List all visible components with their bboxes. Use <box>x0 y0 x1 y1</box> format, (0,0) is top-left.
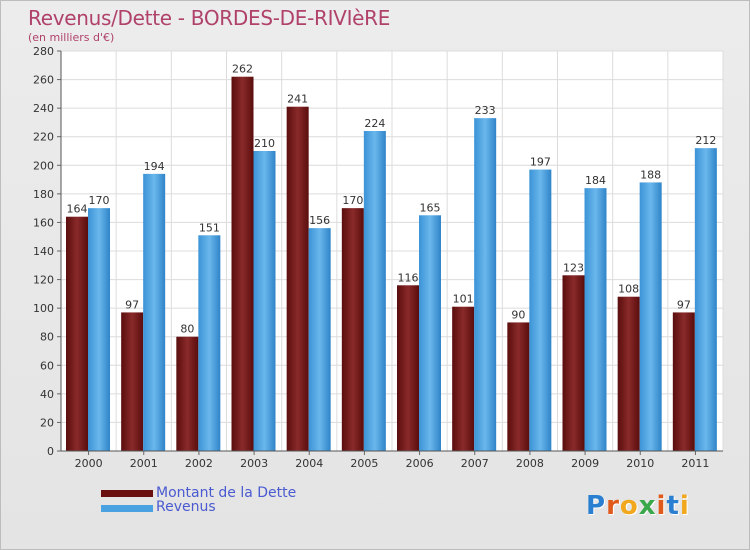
bar-dette <box>231 76 254 451</box>
bars-layer <box>66 76 717 452</box>
y-tick-label: 200 <box>33 159 54 172</box>
bar-dette <box>286 106 309 451</box>
x-tick-label: 2009 <box>571 457 599 470</box>
bar-revenus <box>474 118 497 452</box>
value-label-dette: 97 <box>125 298 139 311</box>
bar-dette <box>507 322 530 451</box>
bar-revenus <box>584 188 607 451</box>
chart-subtitle: (en milliers d'€) <box>28 31 115 44</box>
bar-revenus <box>143 173 166 451</box>
value-label-revenus: 184 <box>585 174 606 187</box>
value-label-dette: 80 <box>180 323 194 336</box>
axes-layer: 0 20 40 60 80 100 120 140 160 180 200 220 240 260 280 2… <box>33 45 723 470</box>
bar-revenus <box>694 148 717 451</box>
value-label-revenus: 197 <box>530 156 551 169</box>
bar-revenus <box>419 215 441 451</box>
y-tick-label: 240 <box>33 102 54 115</box>
legend-swatch-revenus <box>101 505 153 512</box>
value-label-dette: 170 <box>342 194 363 207</box>
y-tick-label: 40 <box>40 388 54 401</box>
value-label-revenus: 224 <box>364 117 385 130</box>
x-tick-label: 2010 <box>626 457 654 470</box>
value-label-dette: 262 <box>232 63 253 76</box>
x-tick-label: 2005 <box>350 457 378 470</box>
bar-dette <box>452 306 475 451</box>
value-label-dette: 97 <box>677 298 691 311</box>
chart-title: Revenus/Dette - BORDES-DE-RIVIèRE <box>28 6 391 30</box>
x-tick-label: 2008 <box>516 457 544 470</box>
value-label-revenus: 212 <box>695 134 716 147</box>
bar-dette <box>672 312 695 451</box>
x-tick-label: 2003 <box>240 457 268 470</box>
value-label-revenus: 165 <box>420 201 441 214</box>
y-tick-label: 20 <box>40 416 54 429</box>
value-label-dette: 108 <box>618 283 639 296</box>
y-tick-label: 160 <box>33 216 54 229</box>
value-label-revenus: 151 <box>199 221 220 234</box>
bar-revenus <box>253 151 276 451</box>
bar-dette <box>176 336 199 451</box>
value-label-revenus: 188 <box>640 168 661 181</box>
x-tick-label: 2001 <box>130 457 158 470</box>
y-tick-label: 80 <box>40 331 54 344</box>
proxiti-logo: Proxiti <box>586 491 690 521</box>
value-label-revenus: 210 <box>254 137 275 150</box>
y-tick-label: 140 <box>33 245 54 258</box>
y-tick-label: 260 <box>33 74 54 87</box>
legend-label-revenus: Revenus <box>156 499 216 515</box>
bar-dette <box>397 285 419 451</box>
bar-dette <box>617 296 640 451</box>
bar-dette <box>341 208 364 451</box>
x-tick-label: 2002 <box>185 457 213 470</box>
bar-revenus <box>308 228 331 451</box>
bar-revenus <box>529 169 552 452</box>
x-tick-label: 2000 <box>75 457 103 470</box>
legend-label-dette: Montant de la Dette <box>156 485 297 501</box>
bar-revenus <box>363 131 386 451</box>
value-label-dette: 116 <box>398 271 419 284</box>
y-tick-label: 100 <box>33 302 54 315</box>
bar-dette <box>66 216 88 451</box>
value-label-dette: 101 <box>453 293 474 306</box>
x-tick-label: 2004 <box>295 457 323 470</box>
legend-swatch-dette <box>101 490 153 497</box>
bar-dette <box>562 275 585 451</box>
value-label-dette: 123 <box>563 261 584 274</box>
value-label-revenus: 170 <box>89 194 110 207</box>
value-label-dette: 164 <box>67 203 88 216</box>
bar-dette <box>121 312 144 451</box>
x-tick-label: 2011 <box>681 457 709 470</box>
y-tick-label: 180 <box>33 188 54 201</box>
value-label-dette: 90 <box>511 308 525 321</box>
labels-layer: 1641709719480151262210241156170224116165… <box>67 63 717 336</box>
y-tick-label: 120 <box>33 274 54 287</box>
value-label-dette: 241 <box>287 93 308 106</box>
bar-revenus <box>639 182 662 451</box>
value-label-revenus: 194 <box>144 160 165 173</box>
bar-revenus <box>88 208 110 451</box>
value-label-revenus: 233 <box>475 104 496 117</box>
y-tick-label: 0 <box>47 445 54 458</box>
y-tick-label: 220 <box>33 131 54 144</box>
y-tick-label: 60 <box>40 359 54 372</box>
bar-revenus <box>198 235 221 451</box>
value-label-revenus: 156 <box>309 214 330 227</box>
x-tick-label: 2006 <box>406 457 434 470</box>
x-tick-label: 2007 <box>461 457 489 470</box>
y-tick-label: 280 <box>33 45 54 58</box>
